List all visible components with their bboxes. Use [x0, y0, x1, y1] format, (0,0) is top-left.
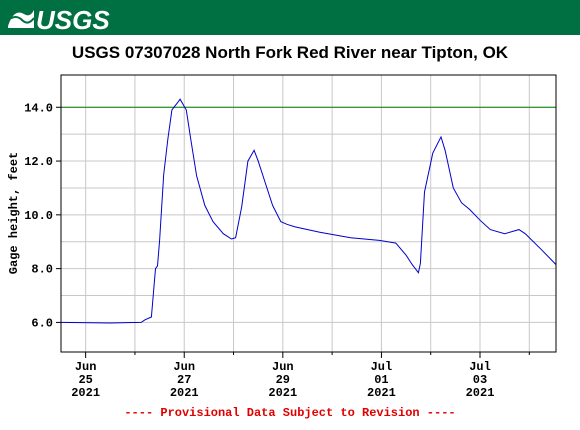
y-tick-label: 12.0: [24, 155, 53, 169]
x-tick-label: 25: [78, 373, 92, 387]
x-tick-label: Jul: [469, 360, 491, 374]
y-tick-label: 14.0: [24, 101, 53, 115]
x-tick-label: 29: [276, 373, 290, 387]
x-tick-label: 2021: [170, 386, 199, 400]
y-tick-label: 10.0: [24, 209, 53, 223]
y-tick-label: 6.0: [31, 316, 53, 330]
x-tick-label: 2021: [367, 386, 396, 400]
footer-note: ---- Provisional Data Subject to Revisio…: [124, 406, 455, 420]
chart-title: USGS 07307028 North Fork Red River near …: [72, 43, 509, 62]
x-tick-label: 2021: [466, 386, 495, 400]
logo-icon: [7, 10, 35, 28]
x-tick-label: 01: [374, 373, 388, 387]
x-tick-label: Jun: [272, 360, 294, 374]
x-tick-label: 2021: [71, 386, 100, 400]
x-tick-label: Jun: [173, 360, 195, 374]
x-tick-label: 2021: [268, 386, 297, 400]
data-line: [60, 98, 557, 324]
y-axis-label: Gage height, feet: [7, 152, 21, 274]
logo-text: USGS: [36, 5, 110, 35]
x-tick-label: 27: [177, 373, 191, 387]
x-tick-label: Jun: [75, 360, 97, 374]
plot-frame: [60, 74, 557, 353]
x-tick-label: 03: [473, 373, 487, 387]
header-bar: [0, 0, 580, 35]
y-tick-label: 8.0: [31, 263, 53, 277]
x-tick-label: Jul: [371, 360, 393, 374]
